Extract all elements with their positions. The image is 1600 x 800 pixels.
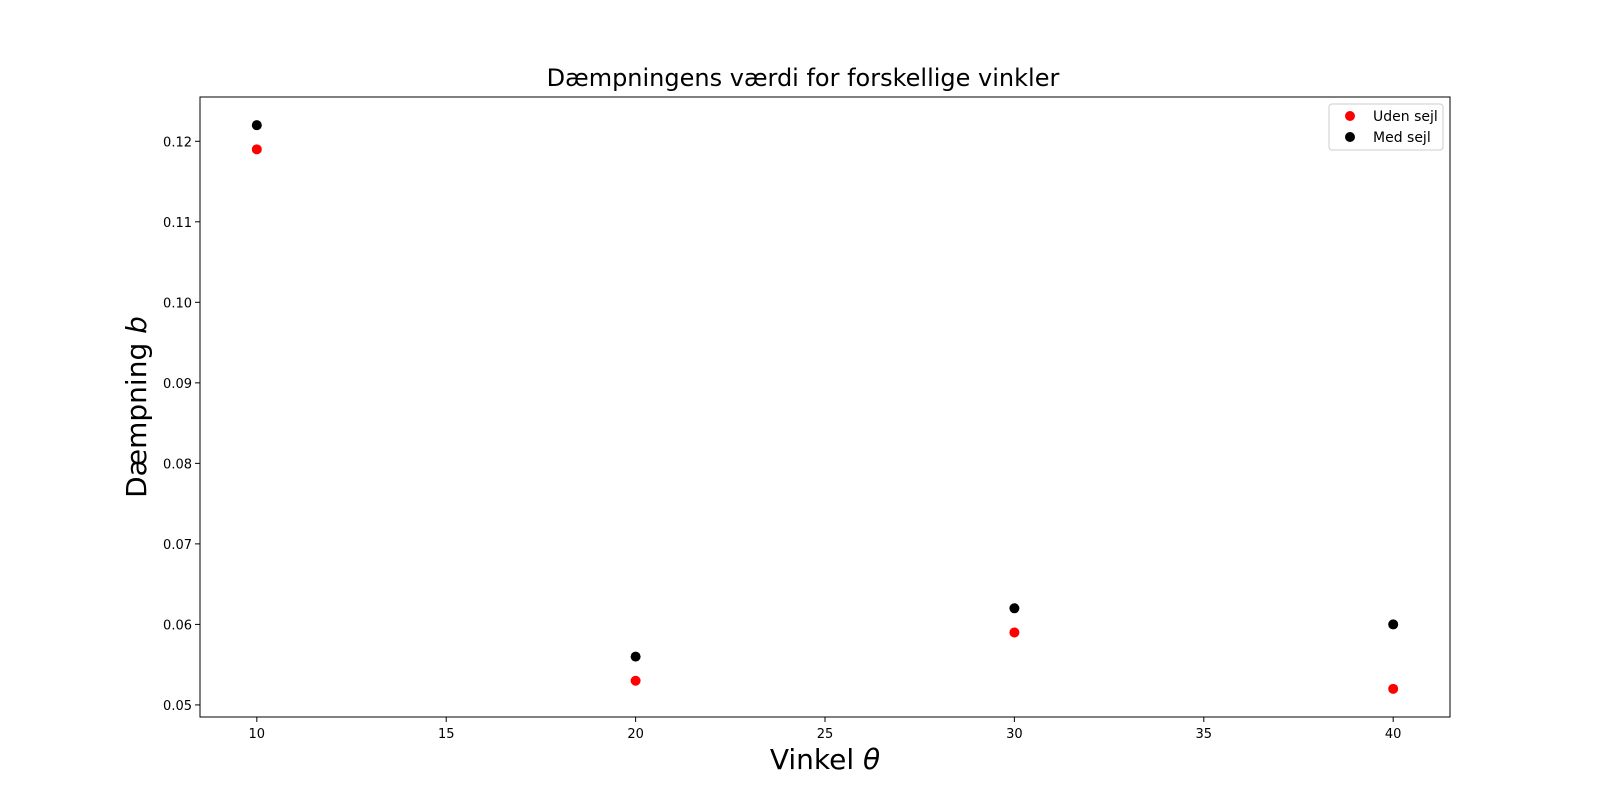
x-axis-label-text: Vinkel [770,743,854,776]
y-axis-ticks: 0.05 0.06 0.07 0.08 0.09 0.10 0.11 0.12 [163,135,200,714]
data-point [1009,603,1020,614]
x-tick-label: 20 [627,727,644,742]
y-axis-label: Dæmpning b [120,316,153,498]
data-point [251,120,262,131]
x-axis-label-symbol: θ [863,743,880,776]
y-tick-label: 0.09 [163,377,192,392]
y-tick-label: 0.06 [163,618,192,633]
y-tick-label: 0.10 [163,296,192,311]
series-1 [251,120,1399,662]
y-tick-label: 0.12 [163,135,192,150]
y-axis-label-symbol: b [120,316,153,334]
data-point [1388,619,1399,630]
x-tick-label: 35 [1196,727,1213,742]
legend-marker [1345,132,1355,142]
x-tick-label: 30 [1006,727,1023,742]
chart-title: Dæmpningens værdi for forskellige vinkle… [547,64,1060,92]
data-point [251,144,262,155]
data-point [1388,683,1399,694]
x-tick-label: 25 [817,727,834,742]
legend: Uden sejl Med sejl [1328,103,1444,151]
y-tick-label: 0.08 [163,457,192,472]
y-tick-label: 0.07 [163,538,192,553]
y-tick-label: 0.05 [163,699,192,714]
series-0 [251,144,1399,694]
x-tick-label: 10 [249,727,266,742]
y-axis-label-text: Dæmpning [120,343,153,498]
x-tick-label: 40 [1385,727,1402,742]
x-axis-label: Vinkel θ [770,743,880,776]
x-axis-ticks: 10 15 20 25 30 35 40 [249,717,1402,742]
data-point [630,651,641,662]
x-tick-label: 15 [438,727,455,742]
data-points [251,120,1399,694]
legend-marker [1345,111,1355,121]
legend-box [1328,103,1444,151]
y-tick-label: 0.11 [163,216,192,231]
plot-area-frame [199,96,1451,718]
legend-label: Uden sejl [1373,109,1438,125]
data-point [630,675,641,686]
data-point [1009,627,1020,638]
legend-label: Med sejl [1373,130,1431,146]
